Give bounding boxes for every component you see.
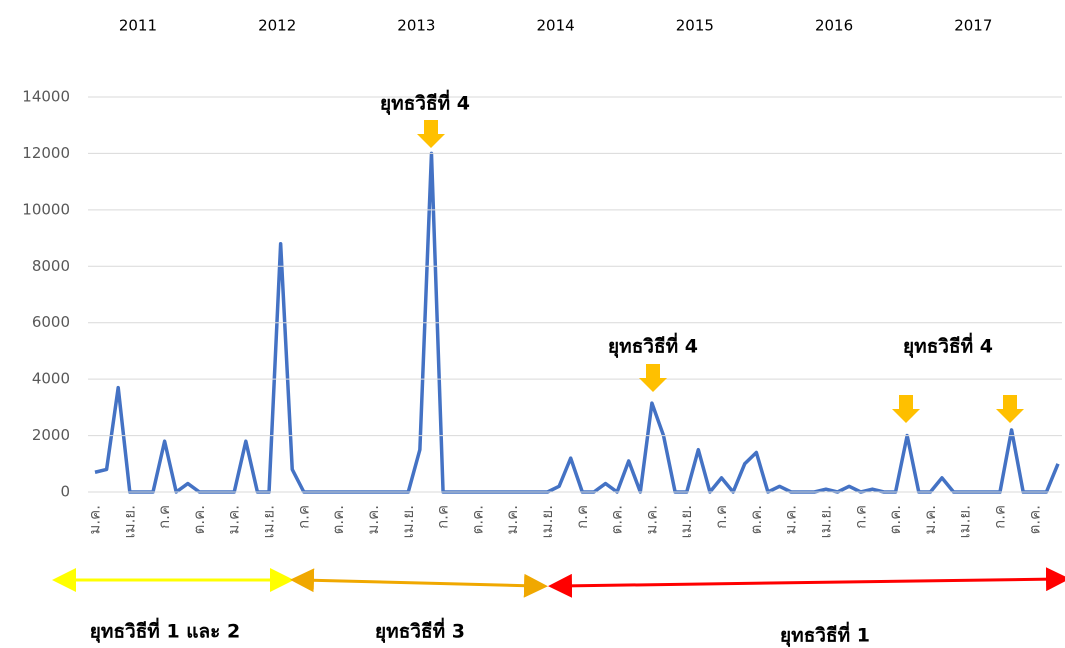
x-tick-label: ต.ค. <box>190 505 208 534</box>
x-tick-label: ม.ค. <box>642 505 660 534</box>
x-tick-label: ก.ค <box>990 505 1008 529</box>
x-tick-label: เม.ย. <box>399 505 417 538</box>
data-line <box>94 151 1060 494</box>
x-tick-label: เม.ย. <box>120 505 138 538</box>
y-tick-label: 10000 <box>22 200 70 218</box>
x-tick-label: ม.ค. <box>86 505 104 534</box>
year-label: 2015 <box>676 17 714 35</box>
y-tick-label: 6000 <box>32 313 70 331</box>
x-tick-label: เม.ย. <box>538 505 556 538</box>
annotation: ยุทธวิธีที่ 4 <box>608 333 698 359</box>
x-tick-label: ต.ค. <box>468 505 486 534</box>
x-tick-label: ต.ค. <box>747 505 765 534</box>
year-label: 2012 <box>258 17 296 35</box>
y-tick-label: 12000 <box>22 144 70 162</box>
x-tick-label: ก.ค <box>712 505 730 529</box>
x-tick-label: ต.ค. <box>1025 505 1043 534</box>
down-arrows <box>417 120 1024 423</box>
x-tick-label: ม.ค. <box>503 505 521 534</box>
annotation: ยุทธวิธีที่ 4 <box>903 333 993 359</box>
x-tick-label: ก.ค <box>434 505 452 529</box>
year-label: 2011 <box>119 17 157 35</box>
x-tick-label: เม.ย. <box>956 505 974 538</box>
x-tick-label: เม.ย. <box>677 505 695 538</box>
y-tick-label: 0 <box>60 483 70 501</box>
range-label: ยุทธวิธีที่ 1 และ 2 <box>90 618 240 644</box>
x-tick-label: ต.ค. <box>886 505 904 534</box>
range-label: ยุทธวิธีที่ 1 <box>780 622 870 648</box>
x-tick-label: ม.ค. <box>364 505 382 534</box>
x-tick-label: ต.ค. <box>329 505 347 534</box>
x-tick-label: เม.ย. <box>816 505 834 538</box>
x-tick-label: ม.ค. <box>782 505 800 534</box>
x-tick-label: ม.ค. <box>921 505 939 534</box>
x-tick-label: ก.ค <box>851 505 869 529</box>
year-label: 2014 <box>537 17 575 35</box>
x-tick-label: เม.ย. <box>260 505 278 538</box>
year-label: 2013 <box>397 17 435 35</box>
range-label: ยุทธวิธีที่ 3 <box>375 618 465 644</box>
x-tick-label: ก.ค <box>155 505 173 529</box>
y-tick-label: 14000 <box>22 88 70 106</box>
y-tick-label: 2000 <box>32 426 70 444</box>
year-label: 2016 <box>815 17 853 35</box>
year-label: 2017 <box>954 17 992 35</box>
x-tick-label: ต.ค. <box>608 505 626 534</box>
annotation: ยุทธวิธีที่ 4 <box>380 90 470 116</box>
x-tick-label: ก.ค <box>294 505 312 529</box>
y-tick-label: 4000 <box>32 370 70 388</box>
y-tick-label: 8000 <box>32 257 70 275</box>
x-tick-label: ก.ค <box>573 505 591 529</box>
range-arrows <box>52 567 1065 598</box>
x-tick-label: ม.ค. <box>225 505 243 534</box>
